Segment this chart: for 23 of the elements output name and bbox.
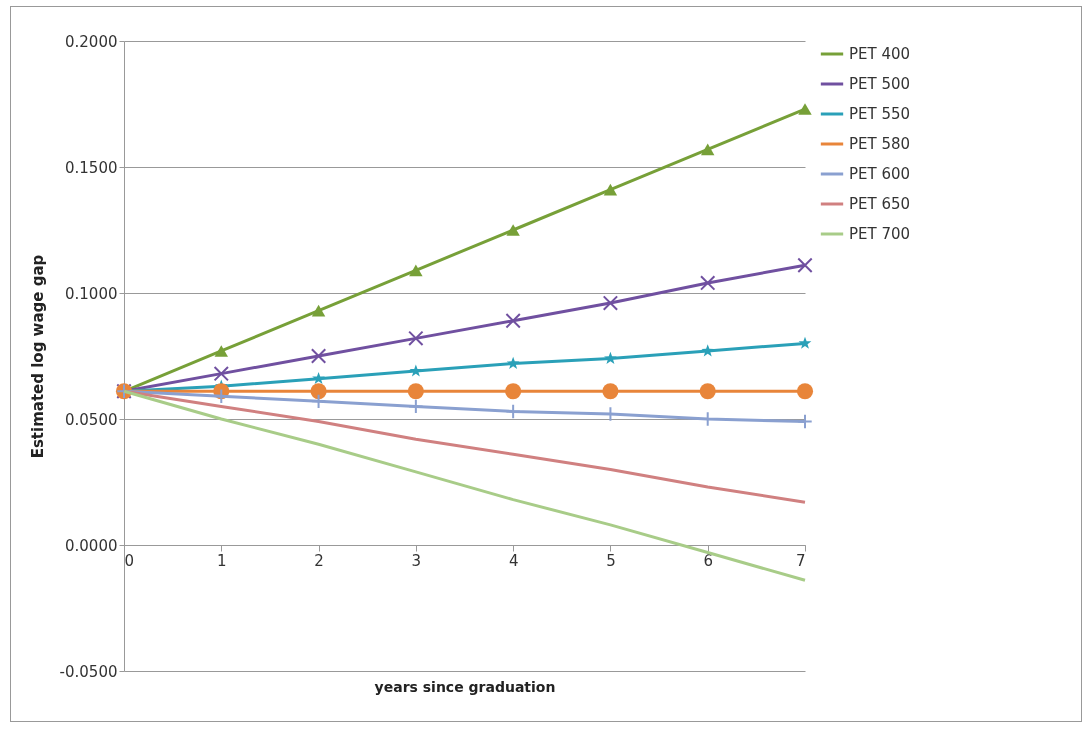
x-axis-title: years since graduation bbox=[374, 678, 556, 695]
y-axis-title: Estimated log wage gap bbox=[28, 254, 47, 459]
legend-label: PET 650 bbox=[849, 195, 911, 213]
x-tick-label: 3 bbox=[411, 551, 422, 570]
legend-label: PET 550 bbox=[849, 105, 911, 123]
legend-label: PET 580 bbox=[849, 135, 911, 153]
legend-label: PET 400 bbox=[849, 45, 911, 63]
y-tick-label: 0.1500 bbox=[65, 158, 118, 177]
x-tick-label: 2 bbox=[314, 551, 324, 570]
x-tick-label: 0 bbox=[124, 551, 135, 570]
y-tick-label: 0.0000 bbox=[65, 536, 118, 555]
y-tick-label: 0.0500 bbox=[65, 410, 118, 429]
x-tick-label: 6 bbox=[703, 551, 713, 570]
y-tick-label: 0.2000 bbox=[65, 32, 118, 51]
x-tick-label: 4 bbox=[508, 551, 519, 570]
y-tick-label: -0.0500 bbox=[59, 662, 118, 681]
y-tick-label: 0.1000 bbox=[65, 284, 118, 303]
x-tick-label: 1 bbox=[217, 551, 227, 570]
x-tick-label: 7 bbox=[795, 551, 806, 570]
legend-label: PET 500 bbox=[849, 75, 911, 93]
legend-label: PET 600 bbox=[849, 165, 911, 183]
legend-label: PET 700 bbox=[849, 225, 911, 243]
x-tick-label: 5 bbox=[606, 551, 616, 570]
